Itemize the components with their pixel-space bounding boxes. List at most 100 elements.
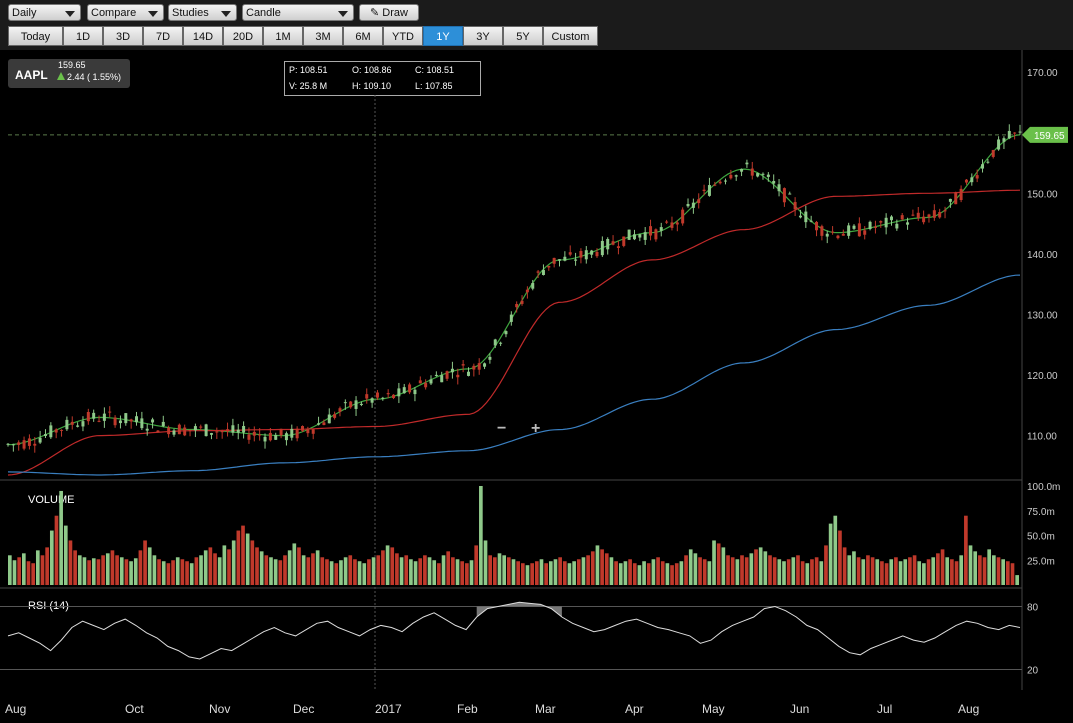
volume-bar	[847, 555, 852, 585]
volume-bar	[166, 563, 171, 585]
candle-body	[970, 177, 974, 183]
volume-bar	[180, 559, 185, 585]
ma-mid-line	[7, 189, 1021, 476]
volume-bar	[954, 561, 959, 585]
candle-body	[397, 388, 401, 397]
candle-body	[643, 232, 647, 240]
volume-bar	[367, 559, 371, 585]
candle-body	[895, 223, 899, 229]
candle-body	[997, 139, 1001, 150]
candle-body	[408, 384, 412, 393]
range-button-7d[interactable]: 7D	[143, 26, 183, 46]
candle-body	[215, 431, 219, 433]
volume-bar	[26, 561, 31, 585]
volume-bar	[194, 557, 199, 585]
compare-label: Compare	[91, 7, 137, 19]
volume-bar	[730, 557, 735, 585]
range-button-3m[interactable]: 3M	[303, 26, 343, 46]
volume-bar	[721, 547, 726, 585]
candle-body	[43, 434, 47, 436]
range-button-custom[interactable]: Custom	[543, 26, 598, 46]
rsi-tick-label: 80	[1027, 603, 1039, 614]
range-selector: Today 1D 3D 7D 14D 20D 1M 3M 6M YTD 1Y 3Y 5Y Custom	[8, 26, 598, 46]
range-button-3y[interactable]: 3Y	[463, 26, 503, 46]
volume-bar	[264, 555, 269, 585]
range-button-14d[interactable]: 14D	[183, 26, 223, 46]
candle-body	[322, 422, 326, 426]
candle-body	[386, 393, 390, 395]
range-button-1y[interactable]: 1Y	[423, 26, 463, 46]
candle-body	[670, 222, 674, 228]
volume-bar	[325, 559, 329, 585]
volume-bar	[348, 555, 353, 585]
candle-body	[943, 210, 947, 212]
range-button-1m[interactable]: 1M	[263, 26, 303, 46]
candle-body	[729, 174, 733, 179]
candle-body	[140, 418, 144, 429]
volume-bar	[339, 560, 343, 585]
candle-body	[777, 184, 781, 192]
volume-bar	[590, 551, 595, 585]
candle-body	[151, 419, 155, 423]
volume-bar	[441, 555, 446, 585]
volume-tick-label: 75.0m	[1027, 507, 1055, 518]
volume-bar	[530, 563, 534, 585]
candle-body	[959, 188, 963, 201]
zoom-in-icon[interactable]: +	[531, 420, 540, 437]
draw-button[interactable]: ✎ Draw	[359, 4, 419, 21]
candle-body	[611, 241, 615, 245]
volume-bar	[381, 550, 385, 585]
candle-body	[815, 221, 819, 231]
price-tick-label: 130.00	[1027, 310, 1058, 321]
candle-body	[825, 233, 829, 237]
candle-body	[27, 438, 31, 446]
x-tick-label: Aug	[5, 702, 26, 716]
candle-body	[349, 401, 353, 408]
candle-body	[1018, 131, 1022, 133]
volume-bar	[908, 557, 912, 585]
volume-bar	[833, 515, 838, 585]
volume-bar	[311, 553, 315, 585]
volume-bar	[171, 560, 175, 585]
candle-body	[793, 201, 797, 210]
range-button-ytd[interactable]: YTD	[383, 26, 423, 46]
candle-body	[392, 394, 396, 399]
rsi-overbought-fill	[476, 602, 562, 617]
interval-dropdown[interactable]: Daily	[8, 4, 81, 21]
volume-bar	[315, 550, 320, 585]
price-tick-label: 160.00	[1027, 129, 1058, 140]
zoom-out-icon[interactable]: −	[497, 420, 506, 437]
candle-body	[558, 259, 562, 261]
candle-body	[327, 414, 331, 424]
volume-bar	[814, 557, 819, 585]
range-button-6m[interactable]: 6M	[343, 26, 383, 46]
volume-bar	[269, 557, 273, 585]
range-button-20d[interactable]: 20D	[223, 26, 263, 46]
chart-type-dropdown[interactable]: Candle	[242, 4, 354, 21]
x-tick-label: Oct	[125, 702, 144, 716]
interval-label: Daily	[12, 7, 37, 19]
volume-bar	[77, 555, 82, 585]
volume-bar	[698, 557, 702, 585]
volume-bar	[21, 553, 26, 585]
volume-bar	[362, 563, 367, 585]
candle-body	[975, 175, 979, 179]
compare-dropdown[interactable]: Compare	[87, 4, 164, 21]
volume-bar	[894, 557, 898, 585]
studies-dropdown[interactable]: Studies	[168, 4, 237, 21]
volume-bar	[73, 550, 77, 585]
candle-body	[499, 342, 503, 344]
range-button-5y[interactable]: 5Y	[503, 26, 543, 46]
range-button-today[interactable]: Today	[8, 26, 63, 46]
range-button-3d[interactable]: 3D	[103, 26, 143, 46]
candle-body	[22, 440, 26, 449]
volume-bar	[199, 555, 203, 585]
volume-bar	[483, 540, 488, 585]
volume-bar	[786, 559, 791, 585]
volume-bar	[152, 555, 157, 585]
volume-bar	[213, 553, 217, 585]
volume-bar	[772, 557, 777, 585]
volume-bar	[138, 550, 143, 585]
range-button-1d[interactable]: 1D	[63, 26, 103, 46]
volume-bar	[861, 559, 866, 585]
